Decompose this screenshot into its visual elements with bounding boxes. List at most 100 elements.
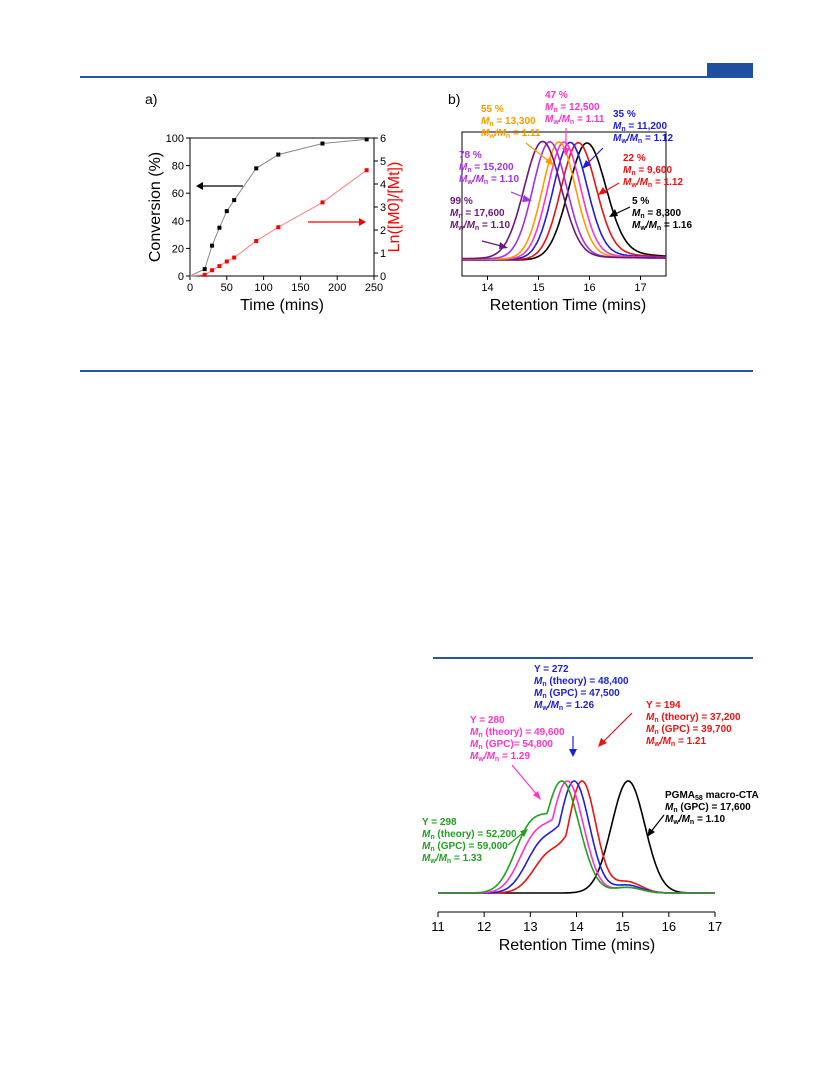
a-data-point [232,198,237,203]
c-macro-name: PGMA58 macro-CTA [665,790,759,802]
a-y-right-tick-label: 6 [380,133,386,145]
a-y-right-tick-label: 0 [380,271,386,283]
c-arrow-macro [649,814,665,834]
c-mn-theory: Mn (theory) = 48,400 [534,676,629,688]
a-x-tick-label: 200 [328,282,346,294]
c-pd: Mw/Mn = 1.29 [470,751,530,763]
c-mn-theory: Mn (theory) = 52,200 [422,829,517,841]
panel-b-label: b) [448,91,460,107]
c-pd-n: n [495,756,499,763]
c-x-tick-label: 16 [662,919,676,934]
b-annotation-pd: Mw/Mn = 1.10 [459,174,519,186]
b-annotation-pct: 22 % [623,153,646,164]
c-arrow-macro-head [647,828,655,837]
b-mw-sub: w [488,133,495,140]
b-pd-value: = 1.10 [479,220,510,231]
b-mw-sub: w [466,179,473,186]
b-annotation-pct: 47 % [545,90,568,101]
b-annotation-mn: Mn = 13,300 [481,116,536,128]
c-pd-mw: M [422,853,431,864]
c-mn-theory-sub: n [542,681,546,688]
header-rule [80,76,753,78]
b-arrow-5-head [609,209,618,217]
c-pd: Mw/Mn = 1.26 [534,700,594,712]
a-y-right-tick-label: 4 [380,179,386,191]
b-mw-symbol: M [613,133,622,144]
a-data-point [224,259,229,264]
b-annotation-pd: Mw/Mn = 1.11 [481,128,541,140]
b-pd-value: = 1.16 [661,220,692,231]
b-mn-sub2: n [475,225,479,232]
b-arrow-47-head [562,148,570,156]
a-data-point [202,272,207,277]
c-arrow-280 [511,764,539,797]
b-mn-sub: n [458,213,462,220]
c-annotation-y: Y = 280 [470,715,505,726]
b-mw-symbol: M [623,177,632,188]
b-slash-m: /M [494,128,507,139]
c-mn-gpc: Mn (GPC) = 59,000 [422,841,508,853]
a-data-point [364,137,369,142]
b-mn-sub: n [489,121,493,128]
b-mn-sub: n [467,167,471,174]
c-x-axis-label: Retention Time (mins) [499,937,656,954]
a-y-axis-label-left: Conversion (%) [147,152,164,262]
b-annotation-mn: Mn = 15,200 [459,162,514,174]
b-x-tick-label: 15 [532,282,544,294]
b-x-tick-label: 17 [634,282,646,294]
c-pd-value: = 1.29 [499,751,530,762]
c-mn-theory-sub: n [654,717,658,724]
a-series-line-1 [189,169,367,277]
b-gpc-trace-2 [462,141,666,261]
c-pd-w: w [429,858,436,865]
c-mn-theory-symbol: M [646,712,655,723]
c-mn-gpc-symbol: M [470,739,479,750]
c-x-tick-label: 17 [708,919,722,934]
a-y-left-tick-label: 40 [172,216,184,228]
a-x-tick-label: 50 [221,282,233,294]
c-annotation-y: Y = 272 [534,664,569,675]
b-annotation-mn: Mn = 17,600 [450,208,505,220]
a-y-left-tick-label: 0 [178,271,184,283]
c-mn-gpc: Mn (GPC)= 54,800 [470,739,553,751]
a-data-point [276,152,281,157]
c-gpc-trace-1 [438,780,715,894]
b-gpc-trace-4 [462,141,666,260]
c-mn-gpc-sub: n [542,693,546,700]
b-arrow-22 [601,182,620,194]
c-macro-pd-value: = 1.10 [694,814,725,825]
c-gpc-trace-0 [438,780,715,894]
b-annotation-pd: Mw/Mn = 1.12 [613,133,673,145]
b-annotation-pct: 78 % [459,150,482,161]
c-mn-gpc-sub: n [654,729,658,736]
b-arrows [481,128,631,249]
c-pd-value: = 1.33 [451,853,482,864]
a-x-axis-label: Time (mins) [240,297,324,314]
c-macro-pd-w: w [672,819,679,826]
b-mn-value: = 15,200 [472,162,514,173]
c-arrows [507,712,665,846]
b-mn-value: = 13,300 [494,116,536,127]
b-annotation-mn: Mn = 12,500 [545,102,600,114]
c-macro-mn-gpc: Mn (GPC) = 17,600 [665,802,751,814]
header-tab [707,63,753,77]
b-mn-sub2: n [506,133,510,140]
a-y-left-tick-label: 80 [172,161,184,173]
b-slash-m: /M [626,133,639,144]
b-pd-value: = 1.10 [488,174,519,185]
b-mn-sub2: n [484,179,488,186]
b-mw-sub: w [630,182,637,189]
b-mn-symbol: M [481,116,490,127]
c-mn-gpc-value: (GPC) = 47,500 [547,688,621,699]
a-y-right-tick-label: 1 [380,248,386,260]
c-x-tick-label: 15 [615,919,629,934]
c-arrow-298-head [520,829,528,837]
